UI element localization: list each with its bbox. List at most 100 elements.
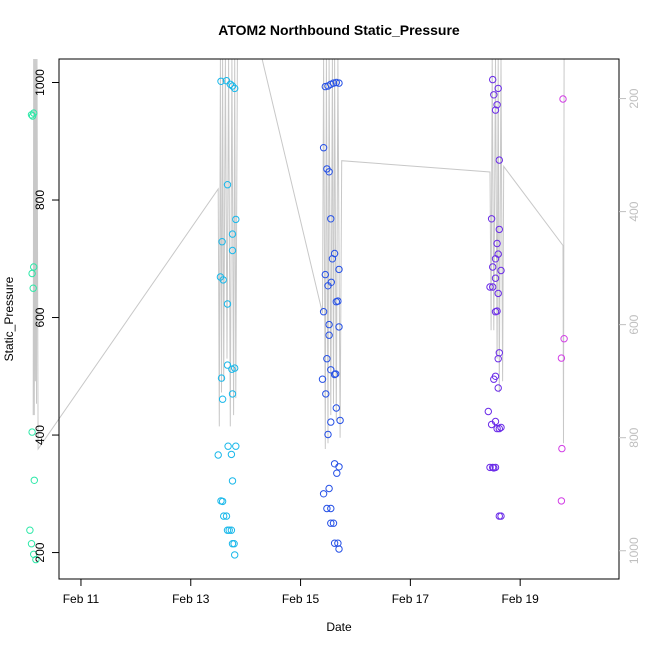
y2-tick-label: 1000 [627,537,641,564]
data-point [490,464,498,472]
data-point [332,370,340,378]
data-point [325,168,333,176]
y-tick-label: 1000 [33,69,47,96]
data-point [327,366,335,374]
data-point [319,490,328,498]
data-point [497,423,505,432]
data-point [495,156,503,164]
data-point [486,463,494,472]
data-point [217,77,225,86]
data-point [327,519,335,527]
data-point [490,91,498,99]
data-point [559,95,567,103]
data-point [228,246,237,255]
data-point [27,111,36,119]
data-point [497,266,505,275]
data-point [327,215,335,223]
data-point [494,84,502,93]
y2-tick-label: 800 [627,427,641,447]
points-layer [26,75,568,564]
data-point [334,297,342,305]
x-tick-label: Feb 13 [172,592,210,606]
plot-frame [58,58,620,580]
data-point [327,418,335,426]
data-point [32,555,40,564]
data-point [495,225,503,234]
data-point [489,75,497,84]
data-point [222,512,231,520]
y2-tick-label: 600 [627,314,641,334]
x-tick-label: Feb 19 [501,592,539,606]
data-point [557,354,566,362]
data-point [322,390,330,398]
data-point [231,364,239,372]
data-point [335,463,343,471]
data-point [336,416,344,425]
data-point [230,540,238,548]
y2-tick-label: 200 [627,88,641,108]
x-axis: Feb 11 Feb 13 Feb 15 Feb 17 Feb 19 [63,579,539,606]
x-tick-label: Feb 15 [282,592,320,606]
data-point [486,283,494,291]
data-point [319,144,328,152]
data-point [491,308,500,316]
data-point [217,374,226,382]
data-point [494,384,502,392]
data-point [495,424,503,433]
data-point [332,404,340,412]
data-point [223,181,232,189]
data-point [29,284,37,292]
data-point [484,407,492,416]
data-point [335,323,343,331]
x-axis-label: Date [326,620,352,634]
data-point [223,361,232,369]
chart-title: ATOM2 Northbound Static_Pressure [218,22,460,38]
x-tick-label: Feb 17 [392,592,430,606]
data-point [218,238,226,246]
data-point [231,551,239,559]
data-point [26,526,34,534]
data-point [226,80,235,89]
data-point [487,215,496,223]
data-point [232,215,240,224]
data-point [219,276,227,284]
data-point [493,424,501,433]
data-point [228,477,237,485]
data-point [489,263,497,271]
y-tick-label: 200 [33,542,47,562]
data-point [223,300,232,308]
data-point [325,484,333,493]
data-point [491,106,500,114]
y2-tick-label: 400 [627,201,641,221]
data-point [323,504,331,513]
data-point [319,308,328,316]
data-point [218,497,227,506]
x-tick-label: Feb 11 [63,592,100,606]
data-point [218,395,227,403]
data-point [232,442,240,450]
data-point [332,78,340,87]
data-point [30,109,38,117]
data-point [231,84,239,93]
y2-axis: 200 400 600 800 1000 [619,88,641,564]
overlay-line-layer [32,58,565,451]
data-point [227,450,236,459]
data-point [324,430,332,439]
data-point [489,283,497,291]
data-point [494,355,502,363]
data-point [214,451,222,459]
data-point [497,512,505,520]
data-point [329,79,338,87]
data-point [335,79,343,87]
data-point [325,331,333,339]
data-point [323,355,331,363]
data-point [329,519,338,527]
data-point [333,469,341,477]
data-point [225,526,233,534]
data-point [224,442,232,450]
data-point [491,417,500,426]
data-point [335,265,343,274]
data-point [228,82,237,90]
y-tick-label: 600 [33,307,47,327]
